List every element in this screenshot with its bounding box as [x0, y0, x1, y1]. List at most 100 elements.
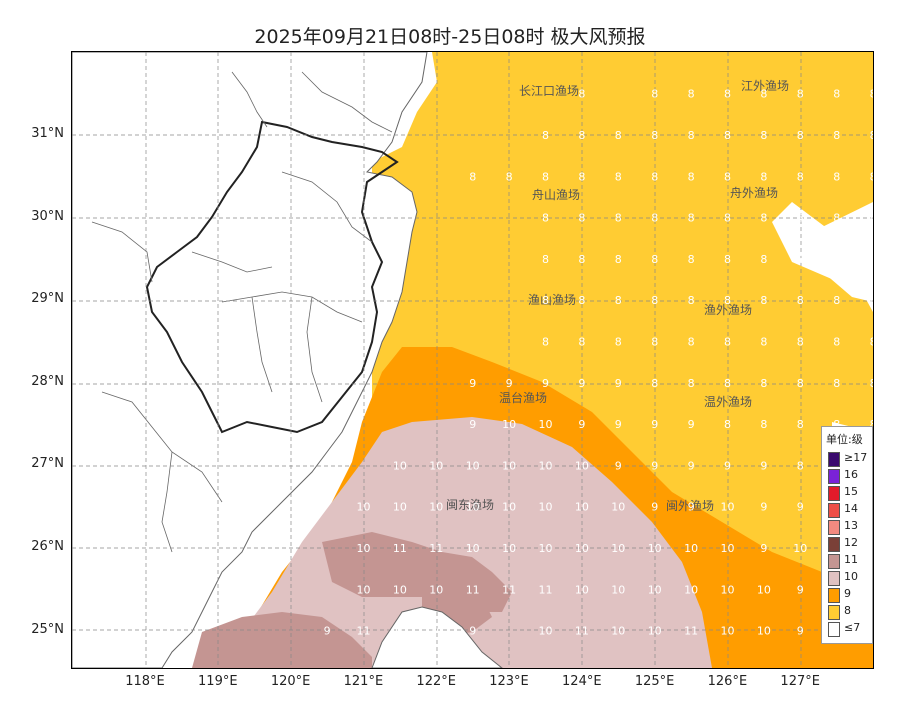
latitude-label: 31°N — [31, 126, 64, 141]
wind-grid-value: 8 — [833, 377, 840, 390]
latitude-label: 28°N — [31, 373, 64, 389]
legend-item: 12 — [822, 534, 872, 552]
wind-grid-value: 8 — [797, 418, 804, 431]
wind-grid-value: 10 — [648, 542, 662, 555]
wind-grid-value: 10 — [539, 501, 553, 514]
longitude-label: 121°E — [343, 674, 384, 689]
wind-grid-value: 8 — [651, 336, 658, 349]
wind-grid-value: 9 — [469, 377, 476, 390]
wind-grid-value: 8 — [724, 170, 731, 183]
wind-grid-value: 10 — [539, 542, 553, 555]
legend-swatch — [828, 486, 840, 501]
wind-grid-value: 9 — [542, 377, 549, 390]
wind-grid-value: 8 — [688, 212, 695, 225]
wind-grid-value: 8 — [760, 294, 767, 307]
wind-grid-value: 9 — [615, 459, 622, 472]
wind-grid-value: 8 — [688, 377, 695, 390]
wind-grid-value: 8 — [833, 294, 840, 307]
wind-grid-value: 8 — [870, 129, 873, 142]
wind-grid-value: 10 — [721, 583, 735, 596]
wind-grid-value: 10 — [393, 459, 407, 472]
longitude-label: 123°E — [489, 674, 529, 689]
wind-grid-value: 8 — [542, 253, 549, 266]
fishing-ground-label: 闽东渔场 — [446, 498, 494, 512]
wind-grid-value: 8 — [542, 212, 549, 225]
latitude-label: 30°N — [31, 208, 64, 224]
wind-grid-value: 10 — [648, 625, 662, 638]
wind-grid-value: 8 — [651, 129, 658, 142]
legend-swatch — [828, 503, 840, 518]
wind-grid-value: 8 — [760, 253, 767, 266]
zone-level-10 — [212, 417, 712, 668]
wind-grid-value: 10 — [575, 501, 589, 514]
wind-grid-value: 8 — [870, 418, 873, 431]
wind-grid-value: 8 — [760, 170, 767, 183]
wind-grid-value: 10 — [357, 542, 371, 555]
longitude-label: 120°E — [270, 674, 311, 689]
fishing-ground-label: 闽外渔场 — [666, 499, 714, 513]
wind-grid-value: 10 — [357, 501, 371, 514]
wind-grid-value: 9 — [797, 501, 804, 514]
legend-item: 13 — [822, 517, 872, 535]
wind-grid-value: 8 — [688, 336, 695, 349]
wind-grid-value: 8 — [615, 294, 622, 307]
wind-grid-value: 8 — [797, 88, 804, 101]
legend-label: 13 — [844, 519, 858, 532]
wind-grid-value: 10 — [539, 418, 553, 431]
page-title: 2025年09月21日08时-25日08时 极大风预报 — [254, 26, 646, 48]
wind-grid-value: 8 — [724, 212, 731, 225]
wind-grid-value: 8 — [651, 212, 658, 225]
wind-grid-value: 9 — [651, 418, 658, 431]
wind-grid-value: 8 — [833, 170, 840, 183]
legend-swatch — [828, 469, 840, 484]
wind-grid-value: 10 — [684, 542, 698, 555]
wind-grid-value: 8 — [870, 253, 873, 266]
wind-grid-value: 8 — [615, 212, 622, 225]
wind-grid-value: 8 — [688, 294, 695, 307]
wind-grid-value: 9 — [324, 625, 331, 638]
wind-grid-value: 8 — [797, 459, 804, 472]
wind-grid-value: 8 — [724, 88, 731, 101]
wind-grid-value: 10 — [575, 583, 589, 596]
wind-grid-value: 8 — [797, 294, 804, 307]
wind-grid-value: 10 — [721, 625, 735, 638]
wind-grid-value: 8 — [833, 336, 840, 349]
wind-grid-value: 8 — [760, 212, 767, 225]
wind-grid-value: 10 — [429, 501, 443, 514]
wind-grid-value: 8 — [870, 377, 873, 390]
wind-grid-value: 11 — [393, 542, 407, 555]
longitude-label: 126°E — [707, 674, 748, 689]
wind-grid-value: 10 — [684, 583, 698, 596]
wind-grid-value: 8 — [651, 88, 658, 101]
map-frame[interactable]: 长江口渔场 江外渔场 舟山渔场 舟外渔场 渔山渔场 渔外渔场 温台渔场 温外渔场… — [71, 51, 874, 669]
wind-grid-value: 8 — [542, 336, 549, 349]
wind-grid-value: 10 — [793, 542, 807, 555]
forecast-map: 长江口渔场 江外渔场 舟山渔场 舟外渔场 渔山渔场 渔外渔场 温台渔场 温外渔场… — [72, 52, 873, 668]
wind-grid-value: 9 — [578, 418, 585, 431]
wind-grid-value: 8 — [797, 377, 804, 390]
county-borders — [91, 71, 393, 553]
fishing-ground-label: 渔山渔场 — [528, 293, 576, 307]
wind-grid-value: 9 — [797, 625, 804, 638]
wind-grid-value: 8 — [615, 129, 622, 142]
wind-grid-value: 8 — [615, 253, 622, 266]
wind-grid-value: 8 — [578, 212, 585, 225]
wind-grid-value: 8 — [651, 253, 658, 266]
legend-item: ≥17 — [822, 449, 872, 467]
wind-grid-value: 10 — [502, 542, 516, 555]
legend-label: 15 — [844, 485, 858, 498]
wind-grid-value: 10 — [502, 459, 516, 472]
wind-grid-value: 10 — [357, 583, 371, 596]
latitude-label: 26°N — [31, 539, 64, 554]
graticule — [72, 52, 873, 668]
wind-grid-value: 9 — [615, 377, 622, 390]
legend-swatch — [828, 554, 840, 569]
wind-grid-value: 8 — [833, 212, 840, 225]
wind-grid-value: 10 — [539, 625, 553, 638]
fishing-ground-label: 渔外渔场 — [704, 303, 752, 317]
legend-item: 9 — [822, 585, 872, 603]
wind-grid-value: 8 — [651, 294, 658, 307]
wind-grid-value: 8 — [833, 253, 840, 266]
wind-grid-value: 10 — [429, 583, 443, 596]
wind-grid-value: 10 — [611, 501, 625, 514]
